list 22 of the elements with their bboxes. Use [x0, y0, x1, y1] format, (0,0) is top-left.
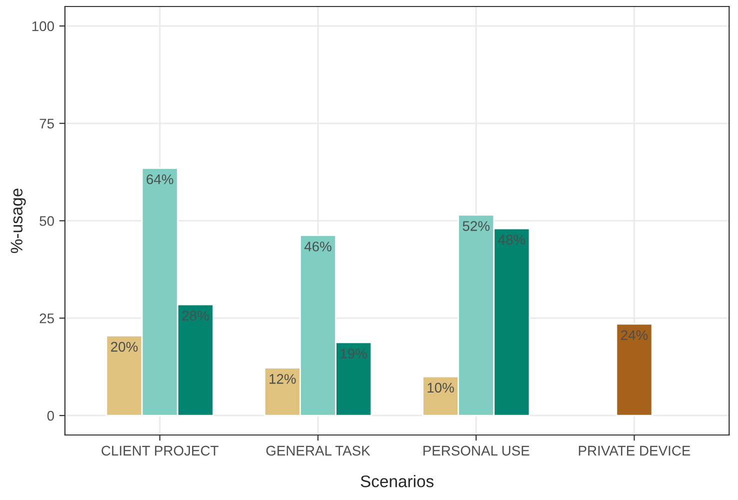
y-tick-label: 75 [40, 118, 54, 129]
y-tick-label: 100 [32, 21, 54, 32]
data-label: 52% [462, 221, 490, 231]
bar [616, 323, 653, 416]
y-tick-label: 25 [40, 313, 54, 324]
x-axis-title: Scenarios [360, 475, 434, 488]
x-tick-label: CLIENT PROJECT [102, 446, 218, 456]
y-tick-label: 0 [47, 410, 54, 421]
data-label: 12% [270, 374, 296, 384]
x-tick-label: PRIVATE DEVICE [578, 446, 690, 456]
data-label: 48% [498, 234, 526, 245]
data-label: 19% [340, 348, 367, 359]
data-label: 20% [111, 342, 138, 352]
data-label: 24% [621, 330, 648, 340]
data-label: 28% [182, 310, 209, 321]
data-label: 46% [304, 242, 332, 252]
x-tick-label: GENERAL TASK [266, 446, 370, 456]
x-tick-label: PERSONAL USE [423, 446, 530, 456]
data-label: 64% [146, 174, 174, 184]
y-tick-label: 50 [40, 216, 54, 226]
y-axis-title: %-usage [10, 188, 26, 254]
data-label: 10% [428, 382, 454, 393]
